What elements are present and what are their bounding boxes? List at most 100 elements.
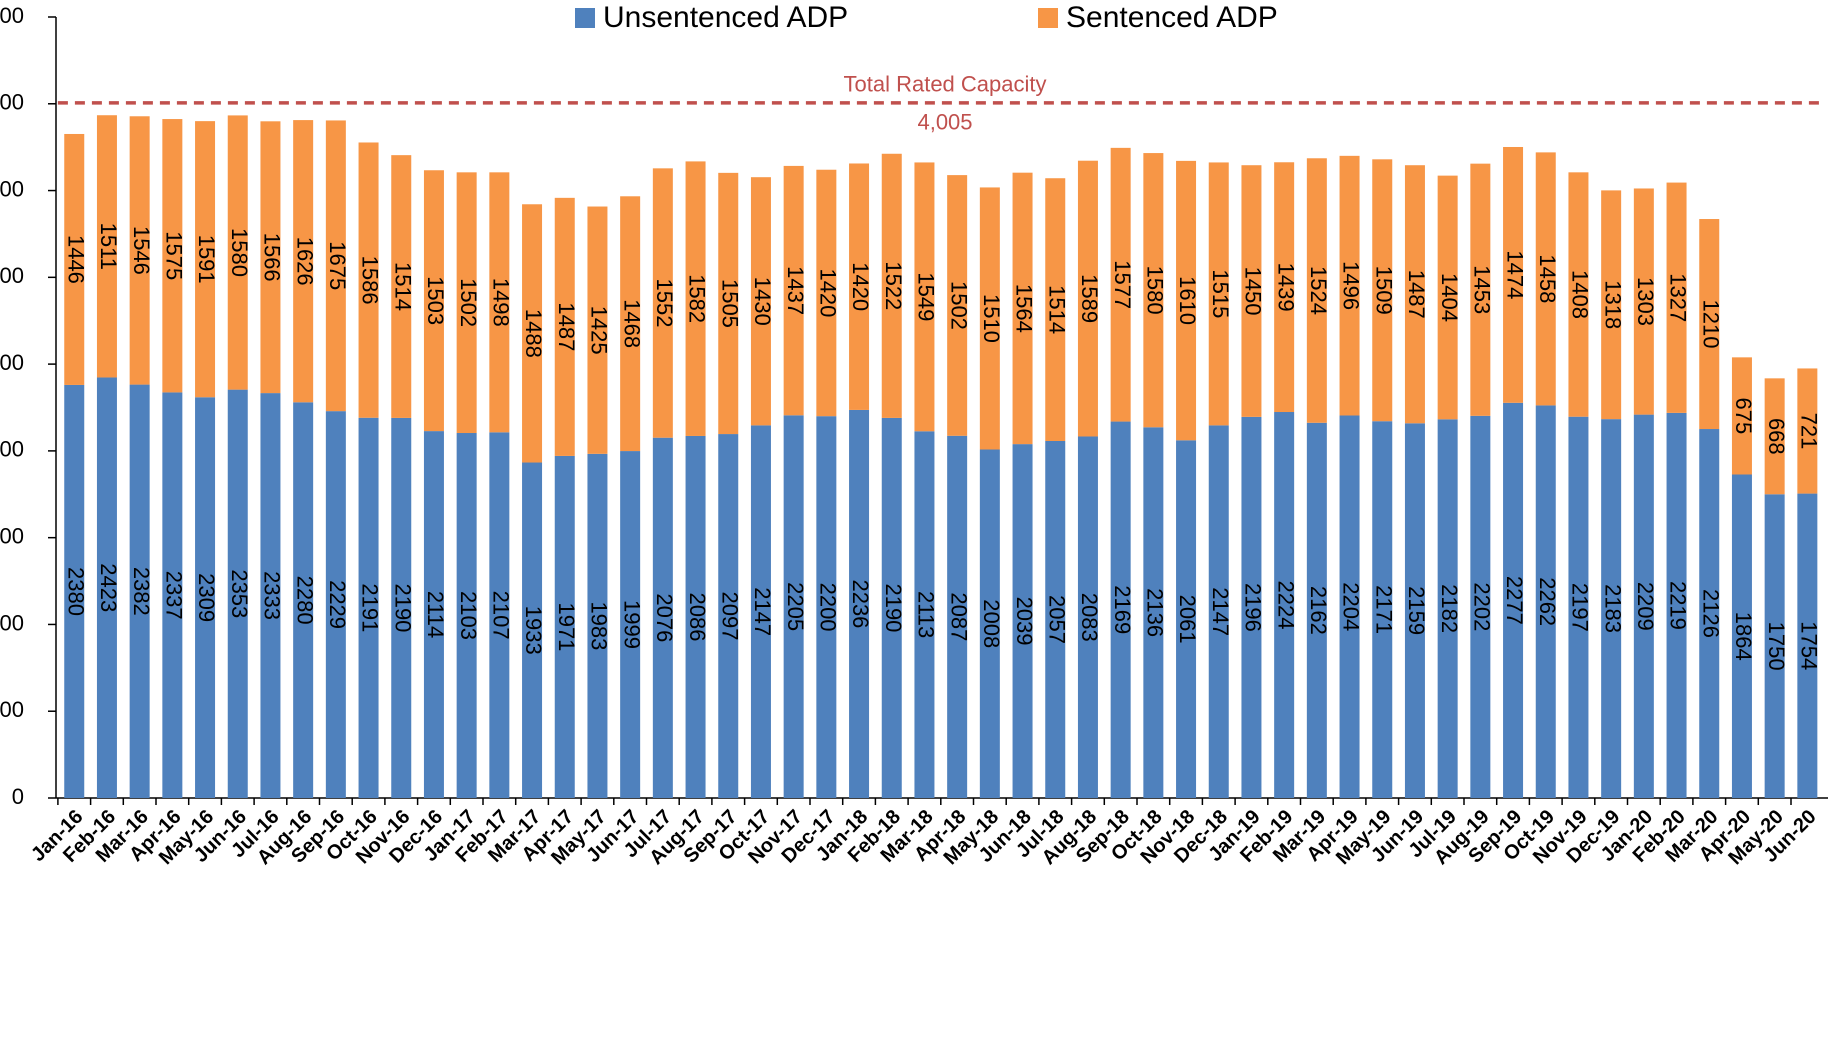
value-label: 1514 (390, 262, 415, 311)
value-label: 1580 (227, 228, 252, 277)
bar-segment (685, 435, 706, 798)
bar-segment (1176, 160, 1197, 441)
value-label: 1505 (717, 279, 742, 328)
bar-segment (718, 434, 739, 798)
value-label: 1626 (292, 237, 317, 286)
bar-segment (914, 431, 935, 798)
value-label: 2262 (1535, 577, 1560, 626)
value-label: 2190 (881, 583, 906, 632)
bar-segment (1110, 147, 1131, 422)
bar-segment (96, 115, 117, 378)
bar-segment (1666, 182, 1687, 413)
bar-segment (1437, 175, 1458, 420)
bar-segment (325, 120, 346, 412)
bar-segment (1470, 415, 1491, 798)
y-tick-label: 4500 (0, 3, 24, 28)
bar-segment (1372, 159, 1393, 422)
bar-segment (783, 415, 804, 798)
bar-segment (1045, 178, 1066, 441)
bar-segment (718, 172, 739, 435)
bar-segment (64, 133, 85, 385)
value-label: 2114 (423, 591, 448, 638)
bar-segment (816, 416, 837, 798)
bar-segment (391, 155, 412, 418)
bar-segment (1437, 419, 1458, 798)
value-label: 1589 (1077, 274, 1102, 323)
bar-segment (652, 168, 673, 438)
bar-segment (554, 197, 575, 456)
value-label: 1610 (1175, 276, 1200, 325)
value-label: 1487 (554, 302, 579, 351)
value-label: 1971 (554, 602, 579, 651)
bar-segment (1143, 153, 1164, 428)
value-label: 1552 (652, 279, 677, 328)
bar-segment (1208, 162, 1229, 426)
bar-segment (947, 435, 968, 798)
bar-segment (1404, 423, 1425, 798)
bar-segment (1339, 415, 1360, 798)
value-label: 1675 (325, 241, 350, 290)
bar-segment (522, 462, 543, 798)
bar-segment (1699, 429, 1720, 798)
value-label: 2171 (1371, 585, 1396, 634)
value-label: 2103 (456, 591, 481, 640)
value-label: 2209 (1633, 582, 1658, 631)
bar-segment (1012, 172, 1033, 445)
bar-segment (423, 431, 444, 798)
value-label: 1468 (619, 299, 644, 348)
value-label: 2182 (1437, 584, 1462, 633)
value-label: 1864 (1731, 612, 1756, 661)
value-label: 1439 (1273, 263, 1298, 312)
y-tick-label: 4000 (0, 90, 24, 115)
bar-segment (489, 172, 510, 433)
value-label: 1458 (1535, 254, 1560, 303)
bar-segment (162, 119, 183, 393)
bar-segment (260, 393, 281, 798)
bar-segment (587, 206, 608, 454)
value-label: 2380 (63, 567, 88, 616)
value-label: 2147 (1208, 587, 1233, 636)
value-label: 1509 (1371, 266, 1396, 315)
bar-segment (1404, 165, 1425, 424)
bar-segment (358, 417, 379, 798)
value-label: 2097 (717, 592, 742, 641)
bar-segment (195, 397, 216, 798)
bar-segment (1503, 146, 1524, 403)
value-label: 1425 (587, 306, 612, 355)
bar-segment (849, 409, 870, 798)
value-label: 1496 (1339, 261, 1364, 310)
value-label: 1566 (260, 233, 285, 282)
y-tick-label: 2000 (0, 437, 24, 462)
value-label: 2224 (1273, 581, 1298, 630)
bar-segment (1601, 419, 1622, 798)
value-label: 2107 (489, 591, 514, 640)
value-label: 2309 (194, 573, 219, 622)
bar-segment (881, 153, 902, 418)
value-label: 2162 (1306, 586, 1331, 635)
bar-segment (1372, 421, 1393, 798)
bar-segment (1601, 190, 1622, 420)
value-label: 2083 (1077, 593, 1102, 642)
value-label: 2126 (1698, 589, 1723, 638)
value-label: 1983 (587, 601, 612, 650)
bar-segment (1012, 444, 1033, 798)
value-label: 1549 (914, 272, 939, 321)
value-label: 2236 (848, 579, 873, 628)
bar-segment (1666, 412, 1687, 798)
value-label: 2204 (1339, 582, 1364, 631)
bar-segment (1077, 436, 1098, 798)
bar-segment (750, 177, 771, 426)
value-label: 1586 (358, 256, 383, 305)
legend-label: Unsentenced ADP (603, 1, 848, 34)
value-label: 2202 (1470, 582, 1495, 631)
bar-segment (587, 453, 608, 798)
value-label: 1210 (1698, 300, 1723, 349)
bar-segment (1274, 412, 1295, 798)
bar-segment (1208, 425, 1229, 798)
bar-segment (1045, 440, 1066, 798)
bar-segment (64, 384, 85, 798)
bar-segment (1110, 421, 1131, 798)
value-label: 1303 (1633, 277, 1658, 326)
value-label: 1502 (946, 281, 971, 330)
